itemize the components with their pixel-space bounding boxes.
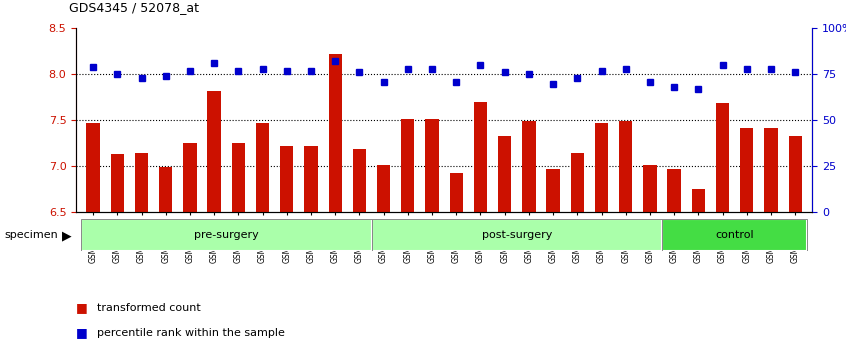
Bar	[184, 143, 196, 354]
Bar	[547, 169, 560, 354]
Bar	[522, 121, 536, 354]
Text: percentile rank within the sample: percentile rank within the sample	[97, 328, 285, 338]
Bar	[159, 167, 173, 354]
Bar	[207, 91, 221, 354]
Bar	[740, 128, 754, 354]
Bar	[662, 219, 807, 251]
Bar	[667, 169, 681, 354]
Text: GDS4345 / 52078_at: GDS4345 / 52078_at	[69, 1, 199, 13]
Text: specimen: specimen	[4, 230, 58, 240]
Bar	[474, 102, 487, 354]
Text: post-surgery: post-surgery	[481, 230, 552, 240]
Bar	[764, 128, 777, 354]
Text: ▶: ▶	[62, 229, 71, 242]
Bar	[280, 146, 294, 354]
Bar	[377, 165, 390, 354]
Bar	[571, 153, 584, 354]
Bar	[371, 219, 662, 251]
Bar	[498, 136, 511, 354]
Bar	[305, 146, 317, 354]
Text: pre-surgery: pre-surgery	[194, 230, 259, 240]
Bar	[81, 219, 371, 251]
Bar	[449, 173, 463, 354]
Bar	[662, 219, 807, 251]
Text: control: control	[716, 230, 754, 240]
Bar	[716, 103, 729, 354]
Bar	[135, 153, 148, 354]
Bar	[371, 219, 662, 251]
Bar	[81, 219, 371, 251]
Bar	[788, 136, 802, 354]
Bar	[692, 189, 705, 354]
Bar	[426, 119, 439, 354]
Bar	[401, 119, 415, 354]
Bar	[255, 123, 269, 354]
Bar	[111, 154, 124, 354]
Bar	[86, 123, 100, 354]
Text: ■: ■	[76, 326, 88, 339]
Text: transformed count: transformed count	[97, 303, 201, 313]
Bar	[232, 143, 245, 354]
Bar	[328, 54, 342, 354]
Bar	[619, 121, 633, 354]
Text: ■: ■	[76, 302, 88, 314]
Bar	[595, 123, 608, 354]
Bar	[353, 149, 366, 354]
Bar	[643, 165, 656, 354]
